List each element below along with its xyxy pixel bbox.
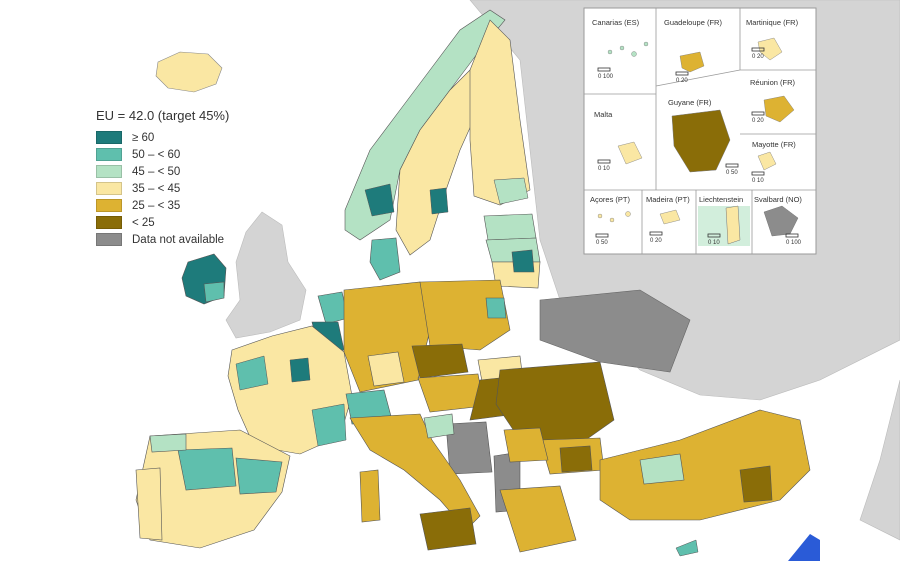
legend-swatch — [96, 233, 122, 246]
inset-label-malta: Malta — [594, 110, 613, 119]
scale-label-acores: 0 50 — [596, 240, 608, 246]
legend: EU = 42.0 (target 45%) ≥ 60 50 – < 60 45… — [96, 108, 296, 248]
region-baltics — [483, 213, 541, 289]
region-ukraine-no-data — [539, 289, 691, 373]
region-southeast-europe — [445, 361, 615, 553]
region-oslo — [364, 183, 395, 217]
inset-label-canarias: Canarias (ES) — [592, 18, 640, 27]
inset-label-guadeloupe: Guadeloupe (FR) — [664, 18, 722, 27]
scale-label-svalbard: 0 100 — [786, 240, 802, 246]
legend-label: 25 – < 35 — [132, 199, 181, 212]
scale-label-reunion: 0 20 — [752, 118, 764, 124]
inset-label-madeira: Madeira (PT) — [646, 195, 690, 204]
region-italy — [349, 413, 481, 551]
scale-label-liechtenstein: 0 10 — [708, 240, 720, 246]
legend-swatch — [96, 216, 122, 229]
region-denmark — [369, 237, 401, 281]
legend-swatch — [96, 199, 122, 212]
legend-label: < 25 — [132, 216, 155, 229]
legend-swatch — [96, 165, 122, 178]
region-iberia — [135, 429, 291, 549]
region-france-west — [235, 355, 269, 391]
inset-label-svalbard: Svalbard (NO) — [754, 195, 802, 204]
inset-label-acores: Açores (PT) — [590, 195, 631, 204]
legend-item: 45 – < 50 — [96, 163, 296, 180]
scale-label-mayotte: 0 10 — [752, 178, 764, 184]
region-ireland — [181, 253, 227, 305]
scale-label-guyane: 0 50 — [726, 170, 738, 176]
region-sweden — [395, 69, 479, 256]
region-stockholm — [429, 187, 449, 215]
legend-item: < 25 — [96, 214, 296, 231]
legend-label: ≥ 60 — [132, 131, 155, 144]
region-france-southeast — [311, 403, 347, 447]
region-finland — [469, 19, 531, 206]
inset-label-martinique: Martinique (FR) — [746, 18, 799, 27]
region-iceland — [155, 51, 223, 93]
legend-item: 35 – < 45 — [96, 180, 296, 197]
legend-item: Data not available — [96, 231, 296, 248]
inset-panel — [583, 7, 817, 255]
legend-label: Data not available — [132, 233, 225, 246]
legend-item: ≥ 60 — [96, 129, 296, 146]
region-paris — [289, 357, 311, 383]
inset-label-guyane: Guyane (FR) — [668, 98, 712, 107]
region-turkey — [599, 409, 811, 521]
scale-label-guadeloupe: 0 20 — [676, 78, 688, 84]
inset-label-reunion: Réunion (FR) — [750, 78, 796, 87]
scale-label-malta: 0 10 — [598, 166, 610, 172]
inset-label-mayotte: Mayotte (FR) — [752, 140, 796, 149]
legend-swatch — [96, 148, 122, 161]
scale-label-canarias: 0 100 — [598, 74, 614, 80]
inset-label-liechtenstein: Liechtenstein — [699, 195, 744, 204]
legend-swatch — [96, 182, 122, 195]
region-cyprus — [675, 539, 699, 557]
legend-title: EU = 42.0 (target 45%) — [96, 108, 230, 123]
scale-label-martinique: 0 20 — [752, 54, 764, 60]
legend-label: 35 – < 45 — [132, 182, 181, 195]
legend-item: 50 – < 60 — [96, 146, 296, 163]
scale-label-madeira: 0 20 — [650, 238, 662, 244]
region-corner-mark — [788, 534, 820, 561]
legend-label: 50 – < 60 — [132, 148, 181, 161]
legend-swatch — [96, 131, 122, 144]
legend-label: 45 – < 50 — [132, 165, 181, 178]
region-helsinki — [493, 177, 529, 205]
legend-item: 25 – < 35 — [96, 197, 296, 214]
